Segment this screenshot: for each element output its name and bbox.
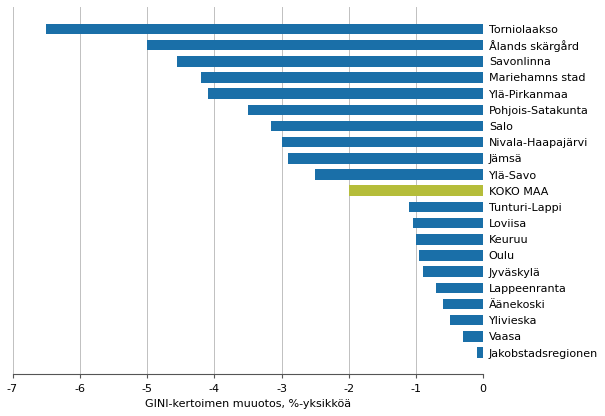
X-axis label: GINI-kertoimen muuotos, %-yksikköä: GINI-kertoimen muuotos, %-yksikköä — [145, 399, 351, 409]
Bar — [423, 266, 483, 277]
Bar — [413, 218, 483, 228]
Bar — [147, 40, 483, 50]
Bar — [443, 299, 483, 309]
Bar — [272, 121, 483, 131]
Bar — [315, 169, 483, 180]
Bar — [177, 56, 483, 67]
Bar — [450, 315, 483, 325]
Bar — [416, 234, 483, 245]
Bar — [409, 202, 483, 212]
Bar — [46, 24, 483, 34]
Bar — [248, 104, 483, 115]
Bar — [208, 88, 483, 99]
Bar — [463, 331, 483, 342]
Bar — [348, 186, 483, 196]
Bar — [477, 347, 483, 358]
Bar — [201, 72, 483, 83]
Bar — [281, 137, 483, 147]
Bar — [436, 282, 483, 293]
Bar — [419, 250, 483, 261]
Bar — [288, 153, 483, 163]
